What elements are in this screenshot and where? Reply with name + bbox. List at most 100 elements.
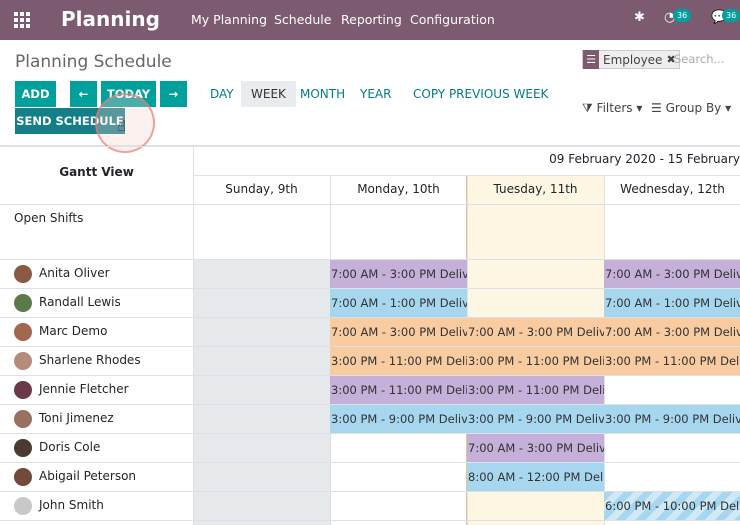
caret-down-icon: ▾ — [636, 101, 643, 115]
messages-badge: 36 — [722, 9, 740, 22]
remove-facet-icon[interactable]: ✖ — [666, 53, 676, 66]
day-header: Tuesday, 11th — [493, 182, 578, 196]
employee-name: Doris Cole — [39, 440, 101, 454]
range-year[interactable]: YEAR — [360, 87, 392, 101]
search-input[interactable]: Search... — [674, 52, 725, 66]
range-week[interactable]: WEEK — [241, 81, 296, 107]
menu-my-planning[interactable]: My Planning — [191, 12, 268, 27]
shift-pill[interactable]: 3:00 PM - 9:00 PM Deliv... — [330, 405, 467, 433]
grid-line — [0, 491, 740, 492]
open-shifts-label: Open Shifts — [14, 211, 84, 225]
avatar — [14, 438, 32, 457]
shift-pill[interactable]: 3:00 PM - 11:00 PM Deli... — [330, 376, 467, 404]
group-by-icon: ☰ — [651, 101, 662, 115]
top-navbar: Planning My Planning Schedule Reporting … — [0, 0, 740, 40]
debug-bug-icon[interactable]: ✱ — [634, 10, 645, 25]
grid-line — [0, 462, 740, 463]
next-arrow-icon[interactable]: → — [160, 81, 187, 107]
filters-label: Filters — [596, 101, 633, 115]
shift-pill[interactable]: 7:00 AM - 3:00 PM Deliv... — [604, 318, 740, 346]
activity-clock-icon[interactable]: ◔ — [664, 10, 676, 25]
employee-name: John Smith — [39, 498, 104, 512]
app-brand[interactable]: Planning — [61, 7, 160, 31]
shift-pill[interactable]: 6:00 PM - 10:00 PM Deli... — [604, 492, 740, 520]
facet-label: Employee — [603, 52, 663, 67]
menu-schedule[interactable]: Schedule — [274, 12, 332, 27]
day-header: Wednesday, 12th — [620, 182, 725, 196]
group-by-dropdown[interactable]: ☰ Group By ▾ — [651, 101, 731, 115]
employee-name: Abigail Peterson — [39, 469, 137, 483]
shift-pill[interactable]: 7:00 AM - 1:00 PM Deliv... — [604, 289, 740, 317]
grid-line — [193, 146, 194, 525]
avatar — [14, 496, 32, 515]
grid-line — [0, 433, 740, 434]
apps-menu-icon[interactable] — [14, 12, 30, 28]
shift-pill[interactable]: 7:00 AM - 3:00 PM Deliv... — [330, 318, 467, 346]
search-facet-employee[interactable]: ☰ Employee ✖ — [582, 50, 680, 69]
shift-pill[interactable]: 3:00 PM - 9:00 PM Deliv... — [467, 405, 604, 433]
employee-name: Toni Jimenez — [39, 411, 114, 425]
shift-pill[interactable]: 7:00 AM - 3:00 PM Deliv... — [467, 434, 604, 462]
list-icon: ☰ — [583, 50, 599, 69]
employee-row-label[interactable]: Abigail Peterson — [14, 462, 136, 491]
hand-cursor-icon: ☝ — [117, 117, 127, 135]
avatar — [14, 293, 32, 312]
shift-pill[interactable]: 7:00 AM - 3:00 PM Deliv... — [467, 318, 604, 346]
day-header: Sunday, 9th — [225, 182, 298, 196]
grid-line — [0, 375, 740, 376]
shift-pill[interactable]: 3:00 PM - 11:00 PM Deli... — [467, 376, 604, 404]
employee-name: Randall Lewis — [39, 295, 121, 309]
employee-name: Jennie Fletcher — [39, 382, 129, 396]
click-ripple — [95, 93, 155, 153]
employee-name: Anita Oliver — [39, 266, 110, 280]
employee-name: Sharlene Rhodes — [39, 353, 141, 367]
employee-name: Marc Demo — [39, 324, 108, 338]
avatar — [14, 322, 32, 341]
grid-line — [0, 317, 740, 318]
grid-line — [0, 146, 740, 147]
grid-line — [0, 520, 740, 521]
menu-configuration[interactable]: Configuration — [410, 12, 495, 27]
avatar — [14, 467, 32, 486]
grid-line — [193, 175, 740, 176]
day-header: Monday, 10th — [357, 182, 440, 196]
gantt-view-label: Gantt View — [59, 165, 134, 179]
employee-row-label[interactable]: Marc Demo — [14, 317, 107, 346]
employee-row-label[interactable]: Toni Jimenez — [14, 404, 114, 433]
shift-pill[interactable]: 3:00 PM - 9:00 PM Deliv... — [604, 405, 740, 433]
grid-line — [0, 259, 740, 260]
shift-pill[interactable]: 7:00 AM - 3:00 PM Deliv... — [604, 260, 740, 288]
menu-reporting[interactable]: Reporting — [341, 12, 402, 27]
filter-funnel-icon: ⧩ — [582, 101, 593, 115]
range-day[interactable]: DAY — [210, 87, 234, 101]
shift-pill[interactable]: 3:00 PM - 11:00 PM Deli... — [467, 347, 604, 375]
prev-arrow-icon[interactable]: ← — [70, 81, 97, 107]
activity-badge: 36 — [673, 9, 692, 22]
shift-pill[interactable]: 3:00 PM - 11:00 PM Deli... — [604, 347, 740, 375]
past-day-shade — [193, 259, 330, 525]
copy-previous-week-button[interactable]: COPY PREVIOUS WEEK — [413, 87, 549, 101]
employee-row-label[interactable]: Doris Cole — [14, 433, 100, 462]
employee-row-label[interactable]: Randall Lewis — [14, 288, 121, 317]
range-month[interactable]: MONTH — [300, 87, 346, 101]
filters-dropdown[interactable]: ⧩ Filters ▾ — [582, 101, 642, 116]
shift-pill[interactable]: 7:00 AM - 3:00 PM Deliv... — [330, 260, 467, 288]
group-by-label: Group By — [665, 101, 722, 115]
page-title: Planning Schedule — [15, 52, 172, 72]
avatar — [14, 264, 32, 283]
add-button[interactable]: ADD — [15, 81, 56, 107]
grid-line — [0, 404, 740, 405]
avatar — [14, 380, 32, 399]
employee-row-label[interactable]: Jennie Fletcher — [14, 375, 129, 404]
caret-down-icon: ▾ — [725, 101, 732, 115]
grid-line — [0, 346, 740, 347]
grid-line — [0, 204, 740, 205]
shift-pill[interactable]: 7:00 AM - 1:00 PM Deliv... — [330, 289, 467, 317]
shift-pill[interactable]: 3:00 PM - 11:00 PM Deli... — [330, 347, 467, 375]
employee-row-label[interactable]: Sharlene Rhodes — [14, 346, 141, 375]
employee-row-label[interactable]: John Smith — [14, 491, 104, 520]
avatar — [14, 409, 32, 428]
gantt-view: Gantt View 09 February 2020 - 15 Februar… — [0, 146, 740, 525]
shift-pill[interactable]: 8:00 AM - 12:00 PM Deli... — [467, 463, 604, 491]
employee-row-label[interactable]: Anita Oliver — [14, 259, 110, 288]
